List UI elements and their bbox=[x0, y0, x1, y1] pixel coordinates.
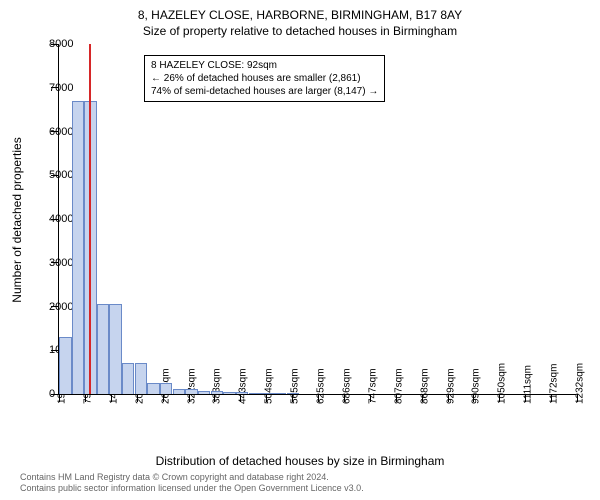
x-tick-label: 868sqm bbox=[419, 368, 430, 404]
x-tick-label: 686sqm bbox=[341, 368, 352, 404]
chart-title-line1: 8, HAZELEY CLOSE, HARBORNE, BIRMINGHAM, … bbox=[0, 0, 600, 22]
x-tick-label: 322sqm bbox=[186, 368, 197, 404]
histogram-bar bbox=[198, 391, 211, 395]
x-tick-label: 990sqm bbox=[471, 368, 482, 404]
annotation-box: 8 HAZELEY CLOSE: 92sqm ← 26% of detached… bbox=[144, 55, 385, 102]
x-tick-label: 929sqm bbox=[445, 368, 456, 404]
x-tick-label: 1050sqm bbox=[497, 363, 508, 404]
histogram-bar bbox=[185, 389, 198, 394]
histogram-bar bbox=[72, 101, 85, 394]
property-marker-line bbox=[89, 44, 91, 394]
x-tick-label: 1172sqm bbox=[549, 364, 560, 404]
plot-area: 01000200030004000500060007000800019sqm79… bbox=[58, 45, 576, 395]
x-tick-label: 383sqm bbox=[212, 368, 223, 404]
footer-text: Contains HM Land Registry data © Crown c… bbox=[20, 472, 364, 494]
histogram-bar bbox=[211, 391, 224, 395]
footer-line1: Contains HM Land Registry data © Crown c… bbox=[20, 472, 364, 483]
annotation-line3: 74% of semi-detached houses are larger (… bbox=[151, 85, 378, 98]
histogram-bar bbox=[147, 383, 160, 394]
histogram-bar bbox=[173, 389, 186, 394]
x-tick-label: 625sqm bbox=[316, 368, 327, 404]
histogram-bar bbox=[109, 304, 122, 394]
x-tick-label: 807sqm bbox=[393, 368, 404, 404]
histogram-bar bbox=[287, 393, 300, 394]
histogram-bar bbox=[59, 337, 72, 394]
chart-container: 8, HAZELEY CLOSE, HARBORNE, BIRMINGHAM, … bbox=[0, 0, 600, 500]
histogram-bar bbox=[274, 393, 287, 394]
histogram-bar bbox=[223, 392, 236, 394]
x-axis-label: Distribution of detached houses by size … bbox=[156, 454, 445, 468]
x-tick-label: 504sqm bbox=[264, 368, 275, 404]
histogram-bar bbox=[97, 304, 110, 394]
x-tick-label: 1111sqm bbox=[523, 365, 534, 404]
footer-line2: Contains public sector information licen… bbox=[20, 483, 364, 494]
histogram-bar bbox=[160, 383, 173, 394]
x-tick-label: 747sqm bbox=[367, 368, 378, 404]
x-tick-label: 443sqm bbox=[238, 368, 249, 404]
histogram-bar bbox=[135, 363, 148, 394]
x-tick-label: 1232sqm bbox=[575, 363, 586, 404]
histogram-bar bbox=[236, 392, 249, 394]
x-tick-label: 565sqm bbox=[290, 368, 301, 404]
histogram-bar bbox=[261, 393, 274, 394]
chart-title-line2: Size of property relative to detached ho… bbox=[0, 22, 600, 38]
histogram-bar bbox=[249, 393, 262, 394]
annotation-line1: 8 HAZELEY CLOSE: 92sqm bbox=[151, 59, 378, 72]
histogram-bar bbox=[122, 363, 135, 394]
y-axis-label: Number of detached properties bbox=[10, 137, 24, 302]
annotation-line2: ← 26% of detached houses are smaller (2,… bbox=[151, 72, 378, 85]
